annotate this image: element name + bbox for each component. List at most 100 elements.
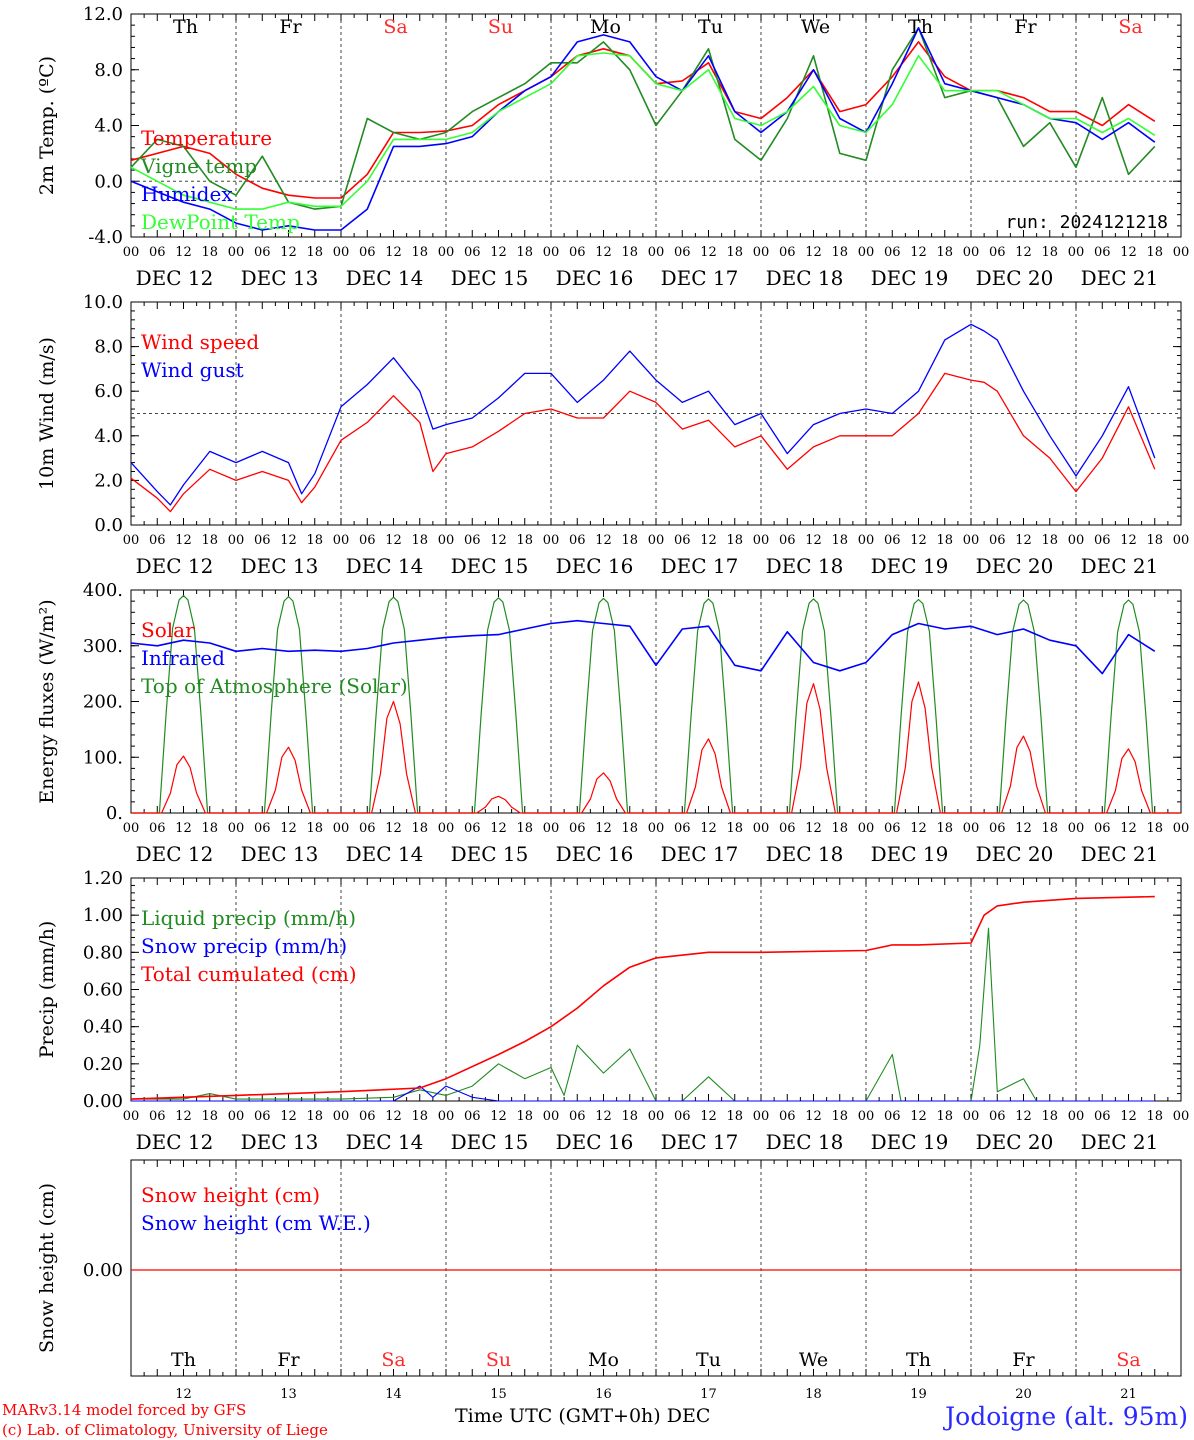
x-hour-label: 06 [779,821,796,836]
x-hour-label: 06 [464,533,481,548]
x-hour-label: 18 [411,245,428,260]
x-hour-label: 06 [989,533,1006,548]
x-hour-label: 12 [1015,1109,1032,1124]
x-day-label: DEC 17 [661,1130,739,1154]
legend-solar: Solar [141,618,195,642]
x-hour-label: 00 [858,1109,875,1124]
x-hour-label: 06 [674,821,691,836]
x-hour-label: 12 [595,533,612,548]
x-hour-label: 00 [858,245,875,260]
x-axis-title-text: Time UTC (GMT+0h) [455,1405,661,1427]
x-day-label: DEC 16 [556,1130,634,1154]
weekday-label: Tu [698,16,723,38]
x-hour-label: 00 [438,533,455,548]
x-hour-label: 18 [1146,533,1163,548]
x-hour-label: 00 [1068,1109,1085,1124]
x-hour-label: 12 [490,533,507,548]
x-day-label: DEC 12 [136,266,214,290]
x-hour-label: 00 [648,1109,665,1124]
y-tick-label: 4.0 [94,116,123,137]
weekday-label: Mo [588,1349,619,1371]
weekday-label: Fr [279,16,302,38]
x-hour-label: 00 [438,821,455,836]
weekday-label: Th [906,1349,931,1371]
x-hour-label: 12 [175,245,192,260]
wind-gust-line [130,323,1156,506]
weekday-label: Su [488,16,513,38]
x-hour-label: 00 [1068,821,1085,836]
x-day-label: DEC 19 [871,554,949,578]
weekday-label: We [801,16,830,38]
y-tick-label: 12.0 [83,4,123,25]
weekday-label: Mo [590,16,621,38]
x-axis-month: DEC [666,1405,711,1427]
x-hour-label: 12 [490,1109,507,1124]
solar-line [656,738,761,814]
x-hour-label: 12 [910,821,927,836]
x-day-label: DEC 13 [241,554,319,578]
x-hour-label: 18 [1041,821,1058,836]
y-tick-label: 6.0 [94,381,123,402]
x-hour-label: 06 [254,245,271,260]
day-number-label: 20 [1015,1387,1032,1402]
weekday-label: Tu [696,1349,721,1371]
toa-solar-line [551,597,656,814]
weekday-label: Th [173,16,198,38]
day-number-label: 18 [805,1387,822,1402]
x-hour-label: 18 [831,245,848,260]
x-day-label: DEC 19 [871,842,949,866]
x-day-label: DEC 21 [1081,266,1159,290]
x-hour-label: 18 [936,1109,953,1124]
x-hour-label: 00 [333,533,350,548]
x-day-label: DEC 20 [976,266,1054,290]
x-hour-label: 06 [989,821,1006,836]
x-hour-label: 12 [700,1109,717,1124]
x-hour-label: 18 [201,1109,218,1124]
x-hour-label: 12 [910,533,927,548]
weekday-label: Sa [383,16,407,38]
y-axis-label: Energy fluxes (W/m²) [36,599,58,803]
x-day-label: DEC 15 [451,1130,529,1154]
x-hour-label: 18 [201,245,218,260]
x-hour-label: 18 [411,821,428,836]
x-hour-label: 06 [254,821,271,836]
x-hour-label: 00 [753,1109,770,1124]
y-tick-label: 2.0 [94,470,123,491]
x-day-label: DEC 14 [346,842,424,866]
x-day-label: DEC 21 [1081,1130,1159,1154]
x-day-label: DEC 17 [661,554,739,578]
y-tick-label: 0.00 [83,1091,123,1112]
x-axis-title: Time UTC (GMT+0h) DEC [455,1405,710,1427]
y-tick-label: 0.0 [94,171,123,192]
x-hour-label: 18 [1146,245,1163,260]
x-hour-label: 00 [543,245,560,260]
legend-wind-speed: Wind speed [141,330,259,354]
x-day-label: DEC 12 [136,554,214,578]
x-hour-label: 00 [123,533,140,548]
toa-solar-line [761,598,866,814]
x-day-label: DEC 21 [1081,842,1159,866]
y-tick-label: 200. [83,692,123,713]
y-tick-label: 0.60 [83,980,123,1001]
x-hour-label: 18 [936,533,953,548]
x-hour-label: 12 [805,821,822,836]
x-hour-label: 06 [674,533,691,548]
x-hour-label: 12 [1120,245,1137,260]
legend-snow-height-cm-w-e-: Snow height (cm W.E.) [141,1211,371,1235]
credit-line-1: MARv3.14 model forced by GFS [2,1401,247,1419]
y-tick-label: -4.0 [88,227,123,248]
x-hour-label: 12 [385,245,402,260]
humidex-line [130,27,1156,231]
x-hour-label: 18 [516,1109,533,1124]
x-hour-label: 18 [936,245,953,260]
x-hour-label: 18 [621,1109,638,1124]
x-day-label: DEC 16 [556,554,634,578]
x-hour-label: 06 [779,1109,796,1124]
x-day-label: DEC 15 [451,554,529,578]
toa-solar-line [971,599,1076,814]
x-hour-label: 18 [306,533,323,548]
x-day-label: DEC 19 [871,266,949,290]
toa-solar-line [131,594,236,814]
x-hour-label: 18 [306,821,323,836]
temperature-line [130,41,1156,199]
